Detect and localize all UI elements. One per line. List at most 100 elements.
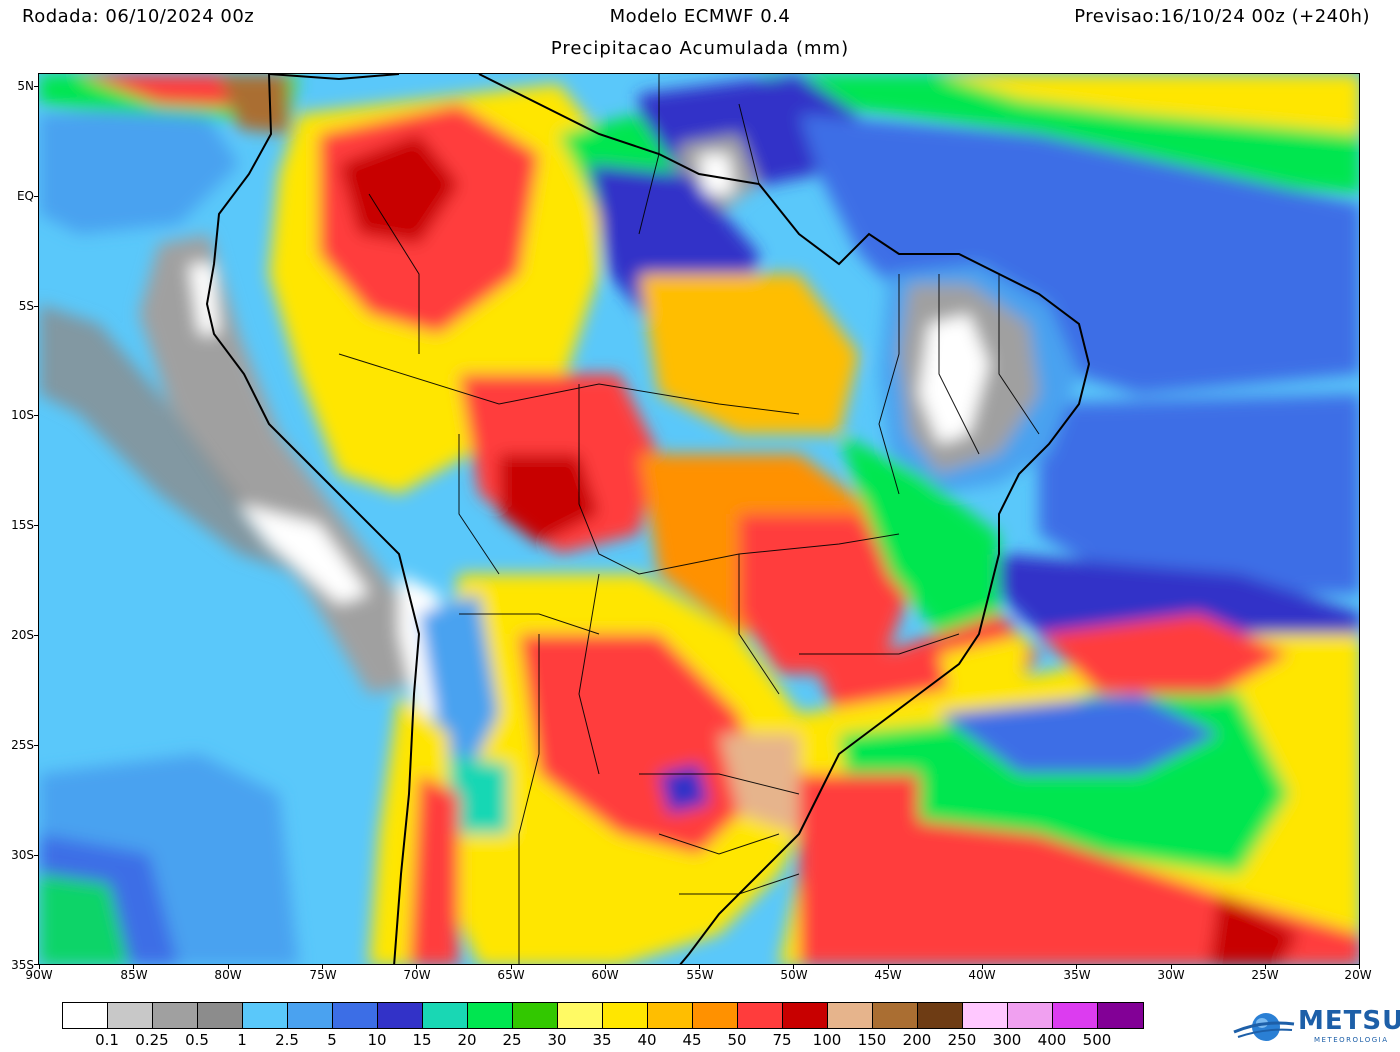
colorbar-label: 40 [637, 1031, 657, 1049]
lon-label: 55W [686, 968, 714, 982]
state-borders [338, 74, 1040, 964]
colorbar-swatch [873, 1003, 918, 1028]
colorbar-swatch [738, 1003, 783, 1028]
lon-tick [604, 965, 606, 969]
colorbar-label: 500 [1082, 1031, 1112, 1049]
colorbar-label: 300 [992, 1031, 1022, 1049]
precipitation-field [39, 74, 1359, 964]
lon-label: 80W [214, 968, 242, 982]
colorbar-swatch [828, 1003, 873, 1028]
colorbar-label: 0.25 [135, 1031, 169, 1049]
lat-tick [34, 305, 38, 307]
lat-tick [34, 195, 38, 197]
lon-tick [887, 965, 889, 969]
metsul-logo: METSUL METEOROLOGIA [1232, 1006, 1400, 1048]
lon-label: 50W [780, 968, 808, 982]
lon-tick [982, 965, 983, 969]
lon-label: 65W [497, 968, 525, 982]
colorbar-swatch [963, 1003, 1008, 1028]
colorbar-label: 2.5 [275, 1031, 299, 1049]
lon-tick [699, 965, 701, 969]
colorbar-label: 400 [1037, 1031, 1067, 1049]
colorbar-label: 25 [502, 1031, 522, 1049]
lon-label: 70W [403, 968, 431, 982]
precipitation-map [38, 73, 1360, 965]
lon-tick [793, 965, 795, 969]
lon-tick [1170, 965, 1172, 969]
lat-label: 30S [11, 848, 34, 862]
globe-icon [1233, 1013, 1295, 1041]
colorbar-swatch [1098, 1003, 1143, 1028]
lon-label: 45W [874, 968, 902, 982]
colorbar-swatch [693, 1003, 738, 1028]
lat-tick [34, 854, 38, 856]
lon-label: 90W [25, 968, 53, 982]
colorbar-label: 1 [237, 1031, 247, 1049]
lon-tick [1076, 965, 1078, 969]
lat-tick [34, 86, 38, 87]
lat-label: 10S [11, 408, 34, 422]
lon-tick [39, 965, 40, 969]
colorbar-swatch [1053, 1003, 1098, 1028]
colorbar-swatch [783, 1003, 828, 1028]
colorbar-label: 100 [812, 1031, 842, 1049]
lon-tick [133, 965, 135, 969]
colorbar-label: 45 [682, 1031, 702, 1049]
lon-tick [1264, 965, 1266, 969]
lat-tick [34, 744, 38, 746]
model-name-label: Modelo ECMWF 0.4 [609, 6, 791, 27]
lon-label: 35W [1063, 968, 1091, 982]
lat-label: 5N [17, 79, 34, 93]
colorbar-swatch [198, 1003, 243, 1028]
logo-subtext: METEOROLOGIA [1314, 1036, 1389, 1044]
colorbar-swatch [603, 1003, 648, 1028]
lat-tick [34, 635, 38, 636]
lon-label: 60W [591, 968, 619, 982]
lon-label: 85W [120, 968, 148, 982]
variable-subtitle: Precipitacao Acumulada (mm) [550, 38, 850, 59]
colorbar-swatch [513, 1003, 558, 1028]
colorbar-label: 15 [412, 1031, 432, 1049]
lon-tick [227, 965, 229, 969]
lat-label: 5S [18, 299, 34, 313]
colorbar-swatch [378, 1003, 423, 1028]
colorbar-swatch [243, 1003, 288, 1028]
lon-tick [321, 965, 323, 969]
lon-label: 25W [1251, 968, 1279, 982]
colorbar-label: 0.1 [95, 1031, 119, 1049]
lon-tick [416, 965, 418, 969]
colorbar-label: 50 [727, 1031, 747, 1049]
colorbar-swatch [288, 1003, 333, 1028]
logo-text: METSUL [1298, 1006, 1400, 1036]
colorbar-swatch [558, 1003, 603, 1028]
lat-tick [34, 525, 38, 527]
colorbar-label: 200 [902, 1031, 932, 1049]
lat-label: 15S [11, 518, 34, 532]
colorbar-swatch [1008, 1003, 1053, 1028]
precipitation-colorbar [62, 1002, 1144, 1029]
colorbar-swatch [423, 1003, 468, 1028]
lat-label: 25S [11, 738, 34, 752]
colorbar-swatch [108, 1003, 153, 1028]
forecast-valid-label: Previsao:16/10/24 00z (+240h) [1074, 6, 1370, 27]
lon-label: 20W [1344, 968, 1372, 982]
colorbar-label: 0.5 [185, 1031, 209, 1049]
lon-label: 75W [309, 968, 337, 982]
colorbar-label: 10 [367, 1031, 387, 1049]
lon-tick [510, 965, 512, 969]
colorbar-swatch [468, 1003, 513, 1028]
lon-tick [1359, 965, 1361, 969]
colorbar-label: 150 [857, 1031, 887, 1049]
lat-tick [34, 415, 38, 417]
lat-label: 20S [11, 628, 34, 642]
colorbar-swatch [918, 1003, 963, 1028]
lon-label: 40W [968, 968, 996, 982]
colorbar-swatch [153, 1003, 198, 1028]
lat-tick [34, 964, 38, 966]
colorbar-label: 30 [547, 1031, 567, 1049]
lon-label: 30W [1157, 968, 1185, 982]
colorbar-swatch [63, 1003, 108, 1028]
colorbar-label: 250 [947, 1031, 977, 1049]
colorbar-label: 35 [592, 1031, 612, 1049]
lat-label: EQ [16, 189, 34, 203]
